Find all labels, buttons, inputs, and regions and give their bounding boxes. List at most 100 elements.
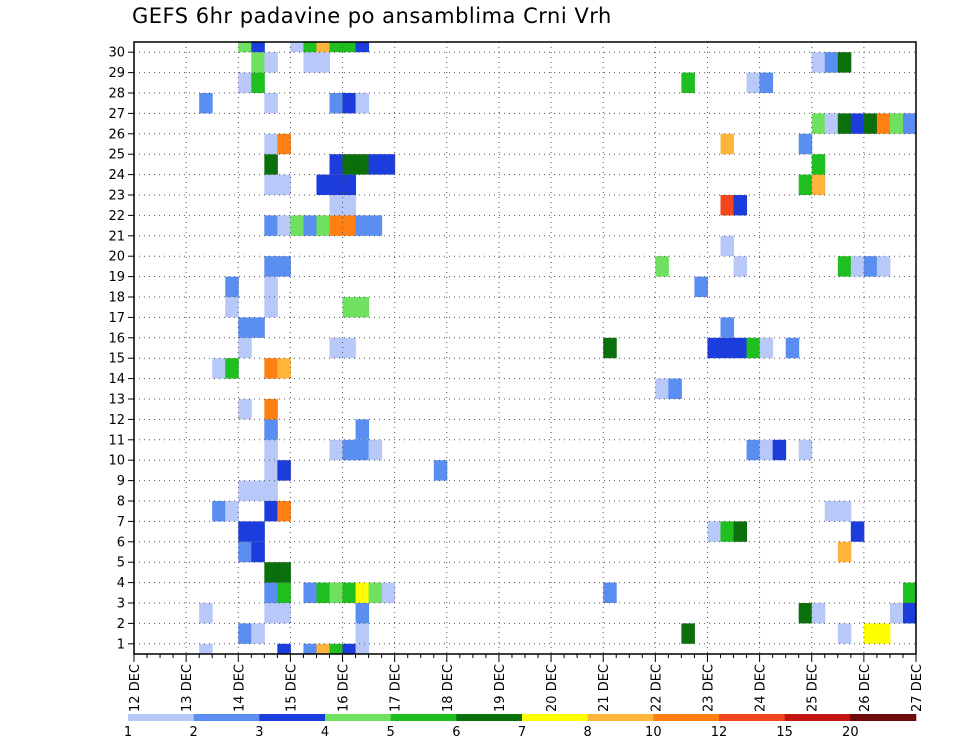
heatmap-cell <box>277 358 291 379</box>
heatmap-cell <box>212 501 226 522</box>
x-tick-label: 18 DEC <box>441 664 456 712</box>
heatmap-cell <box>238 317 252 338</box>
heatmap-cell <box>303 215 317 236</box>
heatmap-cell <box>329 643 344 654</box>
colorbar-swatch <box>390 714 457 721</box>
heatmap-cell <box>824 113 839 134</box>
colorbar-label: 5 <box>387 725 395 740</box>
heatmap-cell <box>329 337 344 359</box>
y-tick-label: 13 <box>108 393 125 408</box>
colorbar-label: 10 <box>645 725 662 740</box>
colorbar-swatch <box>325 714 391 721</box>
heatmap-cell <box>876 113 891 134</box>
x-tick-label: 24 DEC <box>754 664 769 712</box>
heatmap-cell <box>342 42 357 53</box>
heatmap-cell <box>902 582 916 603</box>
heatmap-cell <box>798 439 813 461</box>
heatmap-cell <box>238 42 252 53</box>
heatmap-cell <box>329 174 344 195</box>
y-tick-label: 18 <box>108 291 125 306</box>
heatmap-cell <box>238 480 252 501</box>
heatmap-cell <box>225 297 239 318</box>
heatmap-cell <box>733 195 748 216</box>
heatmap-cell <box>824 501 839 522</box>
heatmap-cell <box>264 174 278 195</box>
x-tick-label: 23 DEC <box>701 664 716 712</box>
heatmap-cell <box>264 93 278 114</box>
heatmap-cell <box>277 215 291 236</box>
heatmap-cell <box>342 439 357 461</box>
colorbar-label: 8 <box>584 725 592 740</box>
colorbar-label: 20 <box>842 725 859 740</box>
heatmap-cell <box>303 52 317 73</box>
heatmap-cell <box>720 317 735 338</box>
heatmap-cell <box>264 582 278 603</box>
heatmap-cell <box>863 623 878 644</box>
y-tick-label: 21 <box>108 229 125 244</box>
heatmap-cell <box>837 256 852 277</box>
heatmap-cell <box>355 42 370 53</box>
heatmap-cell <box>238 72 252 93</box>
heatmap-cell <box>225 276 239 297</box>
y-tick-label: 29 <box>108 66 125 81</box>
heatmap-cell <box>759 72 774 93</box>
heatmap-cell <box>342 643 357 654</box>
heatmap-cell <box>681 72 695 93</box>
y-tick-label: 8 <box>117 495 125 510</box>
heatmap-cell <box>316 643 330 654</box>
x-tick-label: 19 DEC <box>493 664 508 712</box>
heatmap-cell <box>199 93 213 114</box>
heatmap-cell <box>277 256 291 277</box>
heatmap-cell <box>655 378 669 399</box>
heatmap-cell <box>811 174 826 195</box>
heatmap-cell <box>264 358 278 379</box>
x-tick-label: 21 DEC <box>597 664 612 712</box>
heatmap-cell <box>303 42 317 53</box>
heatmap-cell <box>264 460 278 481</box>
heatmap-cell <box>277 582 291 603</box>
chart-title: GEFS 6hr padavine po ansamblima Crni Vrh <box>132 4 612 28</box>
heatmap-cell <box>264 276 278 297</box>
heatmap-cell <box>720 235 735 257</box>
heatmap-cell <box>264 133 278 155</box>
heatmap-cell <box>277 562 291 583</box>
heatmap-cell <box>798 603 813 624</box>
heatmap-cell <box>264 215 278 236</box>
y-tick-label: 17 <box>108 311 125 326</box>
heatmap-cell <box>329 215 344 236</box>
heatmap-cell <box>342 195 357 216</box>
heatmap-cell <box>225 501 239 522</box>
heatmap-cell <box>876 256 891 277</box>
heatmap-cell <box>837 623 852 644</box>
heatmap-cell <box>251 52 265 73</box>
y-tick-label: 25 <box>108 148 125 163</box>
heatmap-cell <box>863 256 878 277</box>
y-tick-label: 19 <box>108 270 125 285</box>
heatmap-cell <box>681 623 695 644</box>
y-tick-label: 28 <box>108 87 125 102</box>
heatmap-cell <box>837 52 852 73</box>
colorbar-swatch <box>259 714 326 721</box>
heatmap-cell <box>811 603 826 624</box>
heatmap-cell <box>355 603 370 624</box>
y-tick-label: 6 <box>117 535 125 550</box>
heatmap-cell <box>251 623 265 644</box>
colorbar-swatch <box>587 714 654 721</box>
heatmap-cell <box>251 521 265 542</box>
heatmap-cell <box>355 297 370 318</box>
x-tick-label: 27 DEC <box>910 664 925 712</box>
heatmap-cell <box>720 133 735 155</box>
colorbar-label: 2 <box>190 725 198 740</box>
colorbar-swatch <box>193 714 260 721</box>
heatmap-cell <box>902 603 916 624</box>
colorbar-swatch <box>456 714 523 721</box>
colorbar-label: 12 <box>711 725 728 740</box>
heatmap-cell <box>277 603 291 624</box>
x-tick-label: 15 DEC <box>284 664 299 712</box>
heatmap-cell <box>811 113 826 134</box>
heatmap-cell <box>264 399 278 420</box>
heatmap-cell <box>264 52 278 73</box>
x-tick-label: 14 DEC <box>232 664 247 712</box>
x-tick-label: 25 DEC <box>806 664 821 712</box>
heatmap-cell <box>798 133 813 155</box>
